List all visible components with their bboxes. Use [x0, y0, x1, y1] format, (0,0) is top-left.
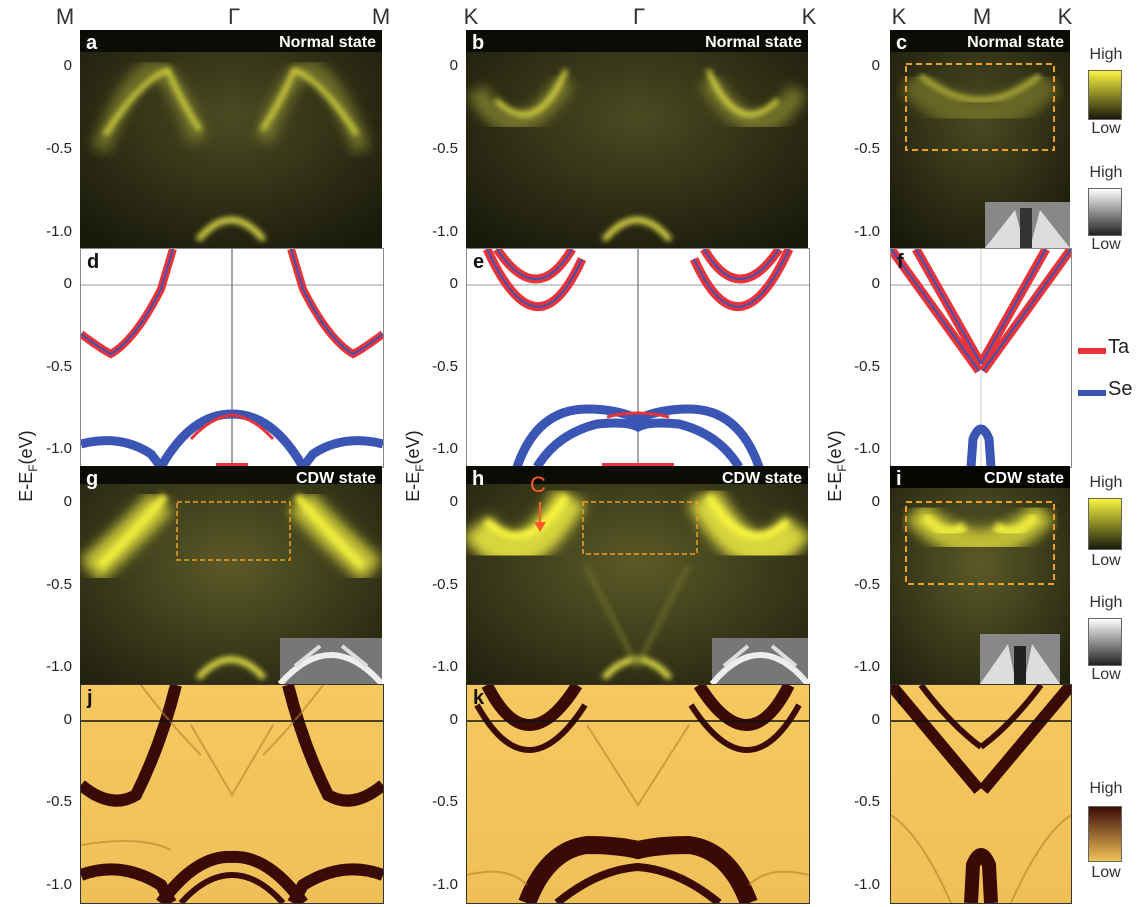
panel-label-i: i [896, 468, 902, 490]
tick-k-05: -0.5 [432, 793, 458, 810]
panel-title-c: Normal state [967, 34, 1064, 51]
tick-c-0: 0 [871, 57, 880, 74]
tick-b-05: -0.5 [432, 140, 458, 157]
tick-g-0: 0 [63, 493, 72, 510]
panel-f: f [890, 248, 1072, 468]
tick-e-0: 0 [449, 275, 458, 292]
colorbar-yellow-2 [1088, 498, 1122, 550]
yaxis-label-3: E-EF(eV) [825, 430, 849, 502]
tick-a-05: -0.5 [46, 140, 72, 157]
panel-label-a: a [86, 32, 98, 54]
kpoint-m-3: M [972, 4, 992, 29]
colorbar-gray-2 [1088, 618, 1122, 666]
panel-title-g: CDW state [295, 470, 376, 487]
legend-se-swatch [1078, 390, 1106, 396]
colorbar3-high: High [1089, 474, 1123, 491]
panel-a: a Normal state [80, 30, 382, 248]
tick-e-05: -0.5 [432, 358, 458, 375]
tick-b-0: 0 [449, 57, 458, 74]
panel-label-g: g [86, 468, 99, 490]
kpoint-m-right: M [371, 4, 391, 29]
yaxis-label-1: E-EF(eV) [16, 430, 40, 502]
tick-l-05: -0.5 [854, 793, 880, 810]
panel-label-k: k [473, 687, 485, 709]
tick-h-0: 0 [449, 493, 458, 510]
panel-label-c: c [896, 32, 908, 54]
colorbar4-low: Low [1091, 666, 1121, 683]
kpoint-gamma-2: Γ [632, 4, 646, 29]
panel-j: j [80, 684, 384, 904]
tick-c-10: -1.0 [854, 223, 880, 240]
panel-label-j: j [87, 687, 93, 709]
tick-i-05: -0.5 [854, 576, 880, 593]
colorbar-gray-1 [1088, 188, 1122, 236]
panel-k: k [466, 684, 810, 904]
tick-l-10: -1.0 [854, 876, 880, 893]
tick-j-0: 0 [63, 711, 72, 728]
kpoint-k-right: K [801, 4, 817, 29]
panel-label-b: b [472, 32, 485, 54]
panel-label-l: l [897, 687, 903, 709]
tick-d-05: -0.5 [46, 358, 72, 375]
panel-c: c Normal state [890, 30, 1070, 248]
tick-j-10: -1.0 [46, 876, 72, 893]
kpoint-m-left: M [55, 4, 75, 29]
panel-label-h: h [472, 468, 485, 490]
panel-label-f: f [897, 251, 904, 273]
tick-f-0: 0 [871, 275, 880, 292]
tick-i-10: -1.0 [854, 658, 880, 675]
panel-b: b Normal state [466, 30, 808, 248]
colorbar-brown [1088, 806, 1122, 862]
yaxis-label-2: E-EF(eV) [403, 430, 427, 502]
tick-b-10: -1.0 [432, 223, 458, 240]
colorbar5-low: Low [1091, 864, 1121, 881]
legend-se-label: Se [1108, 378, 1133, 400]
tick-e-10: -1.0 [432, 440, 458, 457]
colorbar1-high: High [1089, 46, 1123, 63]
tick-d-10: -1.0 [46, 440, 72, 457]
tick-l-0: 0 [871, 711, 880, 728]
panel-label-d: d [87, 251, 100, 273]
tick-h-05: -0.5 [432, 576, 458, 593]
colorbar-yellow-1 [1088, 70, 1122, 120]
tick-g-05: -0.5 [46, 576, 72, 593]
tick-a-10: -1.0 [46, 223, 72, 240]
colorbar4-high: High [1089, 594, 1123, 611]
tick-k-0: 0 [449, 711, 458, 728]
tick-h-10: -1.0 [432, 658, 458, 675]
panel-title-b: Normal state [705, 34, 802, 51]
panel-title-i: CDW state [983, 470, 1064, 487]
panel-g: g CDW state [80, 466, 382, 684]
tick-c-05: -0.5 [854, 140, 880, 157]
panel-i: i CDW state [890, 466, 1070, 684]
tick-f-05: -0.5 [854, 358, 880, 375]
kpoint-k-right-3: K [1057, 4, 1073, 29]
kpoint-k-left-3: K [891, 4, 907, 29]
legend-ta-swatch [1078, 348, 1106, 354]
panel-l: l [890, 684, 1072, 904]
panel-h: h CDW state C [466, 466, 808, 684]
colorbar5-high: High [1089, 780, 1123, 797]
kpoint-k-left: K [463, 4, 479, 29]
annotation-c: C [530, 472, 546, 497]
tick-g-10: -1.0 [46, 658, 72, 675]
colorbar1-low: Low [1091, 120, 1121, 137]
tick-d-0: 0 [63, 275, 72, 292]
panel-label-e: e [473, 251, 485, 273]
tick-k-10: -1.0 [432, 876, 458, 893]
panel-title-h: CDW state [721, 470, 802, 487]
panel-title-a: Normal state [279, 34, 376, 51]
tick-i-0: 0 [871, 493, 880, 510]
panel-e: e [466, 248, 810, 468]
tick-f-10: -1.0 [854, 440, 880, 457]
tick-a-0: 0 [63, 57, 72, 74]
colorbar3-low: Low [1091, 552, 1121, 569]
panel-d: d [80, 248, 384, 468]
kpoint-gamma-1: Γ [227, 4, 241, 29]
tick-j-05: -0.5 [46, 793, 72, 810]
colorbar2-low: Low [1091, 236, 1121, 253]
colorbar2-high: High [1089, 164, 1123, 181]
legend-ta-label: Ta [1108, 336, 1130, 358]
